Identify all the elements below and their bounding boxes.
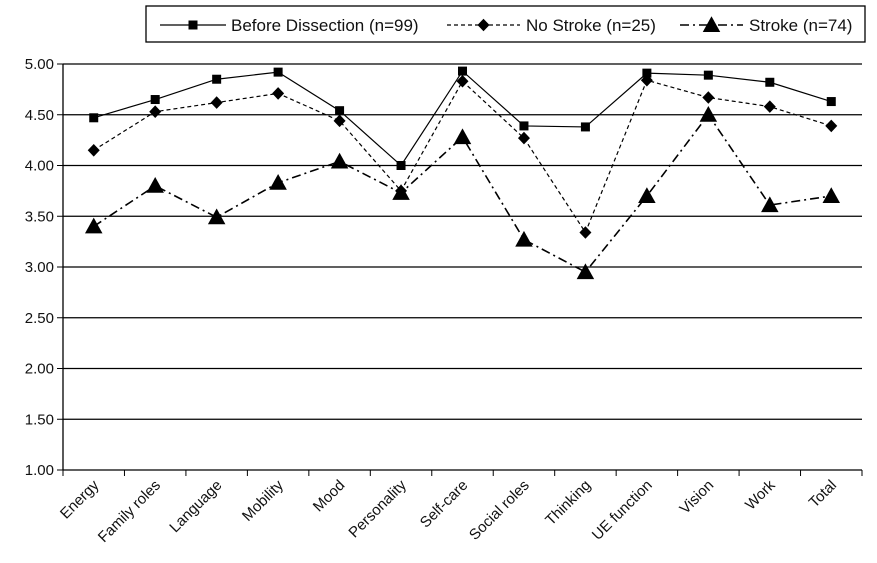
- legend-box: [145, 5, 866, 43]
- y-tick-label: 2.50: [25, 310, 54, 327]
- y-tick-label: 3.00: [25, 259, 54, 276]
- data-point: [149, 105, 162, 119]
- y-tick-label: 4.50: [25, 107, 54, 124]
- legend-label: Stroke (n=74): [749, 16, 852, 35]
- x-tick-label: Social roles: [466, 477, 533, 544]
- series-group: [84, 66, 841, 280]
- data-point: [146, 177, 164, 193]
- data-point: [212, 74, 222, 84]
- y-tick-label: 2.00: [25, 361, 54, 378]
- data-point: [580, 122, 590, 132]
- data-point: [456, 74, 469, 88]
- data-point: [579, 226, 592, 239]
- data-point: [210, 96, 223, 109]
- data-point: [765, 77, 775, 87]
- data-point: [576, 263, 595, 280]
- x-tick-label: Work: [742, 476, 779, 513]
- data-point: [273, 67, 283, 77]
- series-line: [93, 79, 832, 234]
- legend-label: No Stroke (n=25): [526, 16, 656, 35]
- data-point: [826, 97, 836, 107]
- data-point: [396, 161, 406, 170]
- data-point: [333, 114, 346, 128]
- series-diamond: [87, 73, 838, 239]
- data-point: [272, 87, 285, 100]
- x-tick-label: Self-care: [417, 477, 471, 531]
- y-tick-label: 5.00: [25, 56, 54, 73]
- legend-label: Before Dissection (n=99): [231, 16, 419, 35]
- series-triangle: [84, 106, 841, 280]
- data-point: [825, 119, 838, 133]
- data-point: [207, 208, 226, 225]
- data-point: [642, 68, 652, 78]
- x-tick-label: Language: [166, 477, 225, 536]
- y-tick-label: 1.00: [25, 462, 54, 479]
- data-point: [392, 184, 410, 200]
- data-point: [150, 95, 160, 105]
- data-point: [640, 73, 653, 87]
- x-tick-label: Total: [806, 477, 840, 511]
- y-tick-label: 1.50: [25, 411, 54, 428]
- data-point: [761, 196, 779, 213]
- data-point: [763, 100, 776, 113]
- x-tick-label: UE function: [589, 477, 656, 544]
- data-point: [84, 217, 103, 234]
- data-point: [330, 152, 349, 169]
- data-point: [477, 18, 490, 32]
- series-square: [89, 66, 836, 170]
- y-tick-label: 3.50: [25, 208, 54, 225]
- x-tick-label: Thinking: [542, 477, 594, 529]
- x-tick-label: Family roles: [95, 477, 164, 546]
- data-point: [269, 174, 287, 190]
- data-point: [638, 187, 656, 203]
- data-point: [335, 106, 345, 116]
- data-point: [89, 113, 99, 123]
- data-point: [702, 91, 715, 104]
- data-point: [822, 187, 841, 203]
- x-tick-label: Mood: [310, 477, 349, 516]
- data-point: [702, 16, 721, 32]
- legend: Before Dissection (n=99) No Stroke (n=25)…: [145, 5, 866, 43]
- y-axis: 1.00 1.50 2.00 2.50 3.00 3.50 4.00 4.50 5.00: [25, 56, 64, 479]
- data-point: [458, 66, 467, 76]
- data-point: [188, 20, 198, 30]
- data-point: [87, 143, 100, 157]
- data-point: [515, 230, 533, 247]
- gridlines: [63, 63, 862, 420]
- data-point: [703, 70, 713, 80]
- data-point: [453, 128, 472, 145]
- data-point: [699, 106, 718, 122]
- data-point: [519, 121, 529, 131]
- x-tick-label: Mobility: [239, 476, 287, 524]
- x-tick-label: Personality: [345, 476, 410, 541]
- x-tick-label: Vision: [676, 477, 717, 518]
- y-tick-label: 4.00: [25, 158, 54, 175]
- x-tick-label: Energy: [57, 476, 103, 522]
- data-point: [517, 131, 530, 145]
